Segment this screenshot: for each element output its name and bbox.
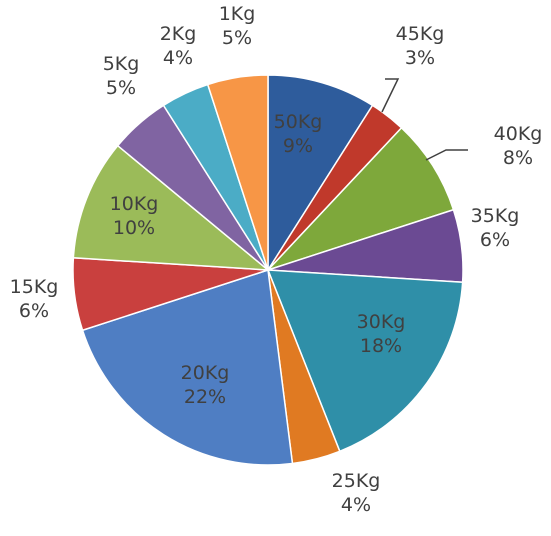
slice-label-45kg: 45Kg 3% <box>396 23 445 69</box>
slice-category: 10Kg <box>110 193 159 215</box>
leader-line-40kg <box>425 149 468 161</box>
pie-slice-30kg <box>266 269 464 453</box>
pie-slice-1kg <box>206 74 269 271</box>
pie-slice-10kg <box>72 144 271 271</box>
slice-category: 2Kg <box>160 23 197 45</box>
slice-percent: 6% <box>480 229 510 251</box>
pie-slices <box>72 74 464 466</box>
slice-label-10kg: 10Kg 10% <box>110 193 159 239</box>
slice-percent: 4% <box>341 494 371 516</box>
slice-percent: 5% <box>222 27 252 49</box>
pie-slice-40kg <box>267 126 455 271</box>
slice-category: 15Kg <box>10 276 59 298</box>
slice-label-2kg: 2Kg 4% <box>160 23 197 69</box>
slice-label-40kg: 40Kg 8% <box>494 123 543 169</box>
slice-percent: 3% <box>405 47 435 69</box>
leader-lines <box>381 78 468 161</box>
slice-label-25kg: 25Kg 4% <box>332 470 381 516</box>
slice-label-50kg: 50Kg 9% <box>274 111 323 157</box>
slice-category: 50Kg <box>274 111 323 133</box>
slice-label-35kg: 35Kg 6% <box>471 205 520 251</box>
slice-label-1kg: 1Kg 5% <box>219 3 256 49</box>
slice-category: 40Kg <box>494 123 543 145</box>
slice-percent: 22% <box>184 386 226 408</box>
slice-percent: 8% <box>503 147 533 169</box>
slice-category: 30Kg <box>357 311 406 333</box>
slice-category: 1Kg <box>219 3 256 25</box>
slice-label-5kg: 5Kg 5% <box>103 53 140 99</box>
slice-labels: 50Kg 9%45Kg 3%40Kg 8%35Kg 6%30Kg 18%25Kg 4%20K… <box>10 3 543 516</box>
slice-label-15kg: 15Kg 6% <box>10 276 59 322</box>
slice-percent: 6% <box>19 300 49 322</box>
slice-category: 35Kg <box>471 205 520 227</box>
slice-percent: 5% <box>106 77 136 99</box>
slice-category: 25Kg <box>332 470 381 492</box>
leader-line-45kg <box>381 78 400 113</box>
slice-percent: 4% <box>163 47 193 69</box>
slice-category: 5Kg <box>103 53 140 75</box>
slice-category: 45Kg <box>396 23 445 45</box>
slice-percent: 10% <box>113 217 155 239</box>
pie-slice-20kg <box>81 269 294 466</box>
slice-percent: 18% <box>360 335 402 357</box>
slice-label-30kg: 30Kg 18% <box>357 311 406 357</box>
slice-category: 20Kg <box>181 362 230 384</box>
pie-slice-50kg <box>267 74 374 273</box>
slice-label-20kg: 20Kg 22% <box>181 362 230 408</box>
slice-percent: 9% <box>283 135 313 157</box>
